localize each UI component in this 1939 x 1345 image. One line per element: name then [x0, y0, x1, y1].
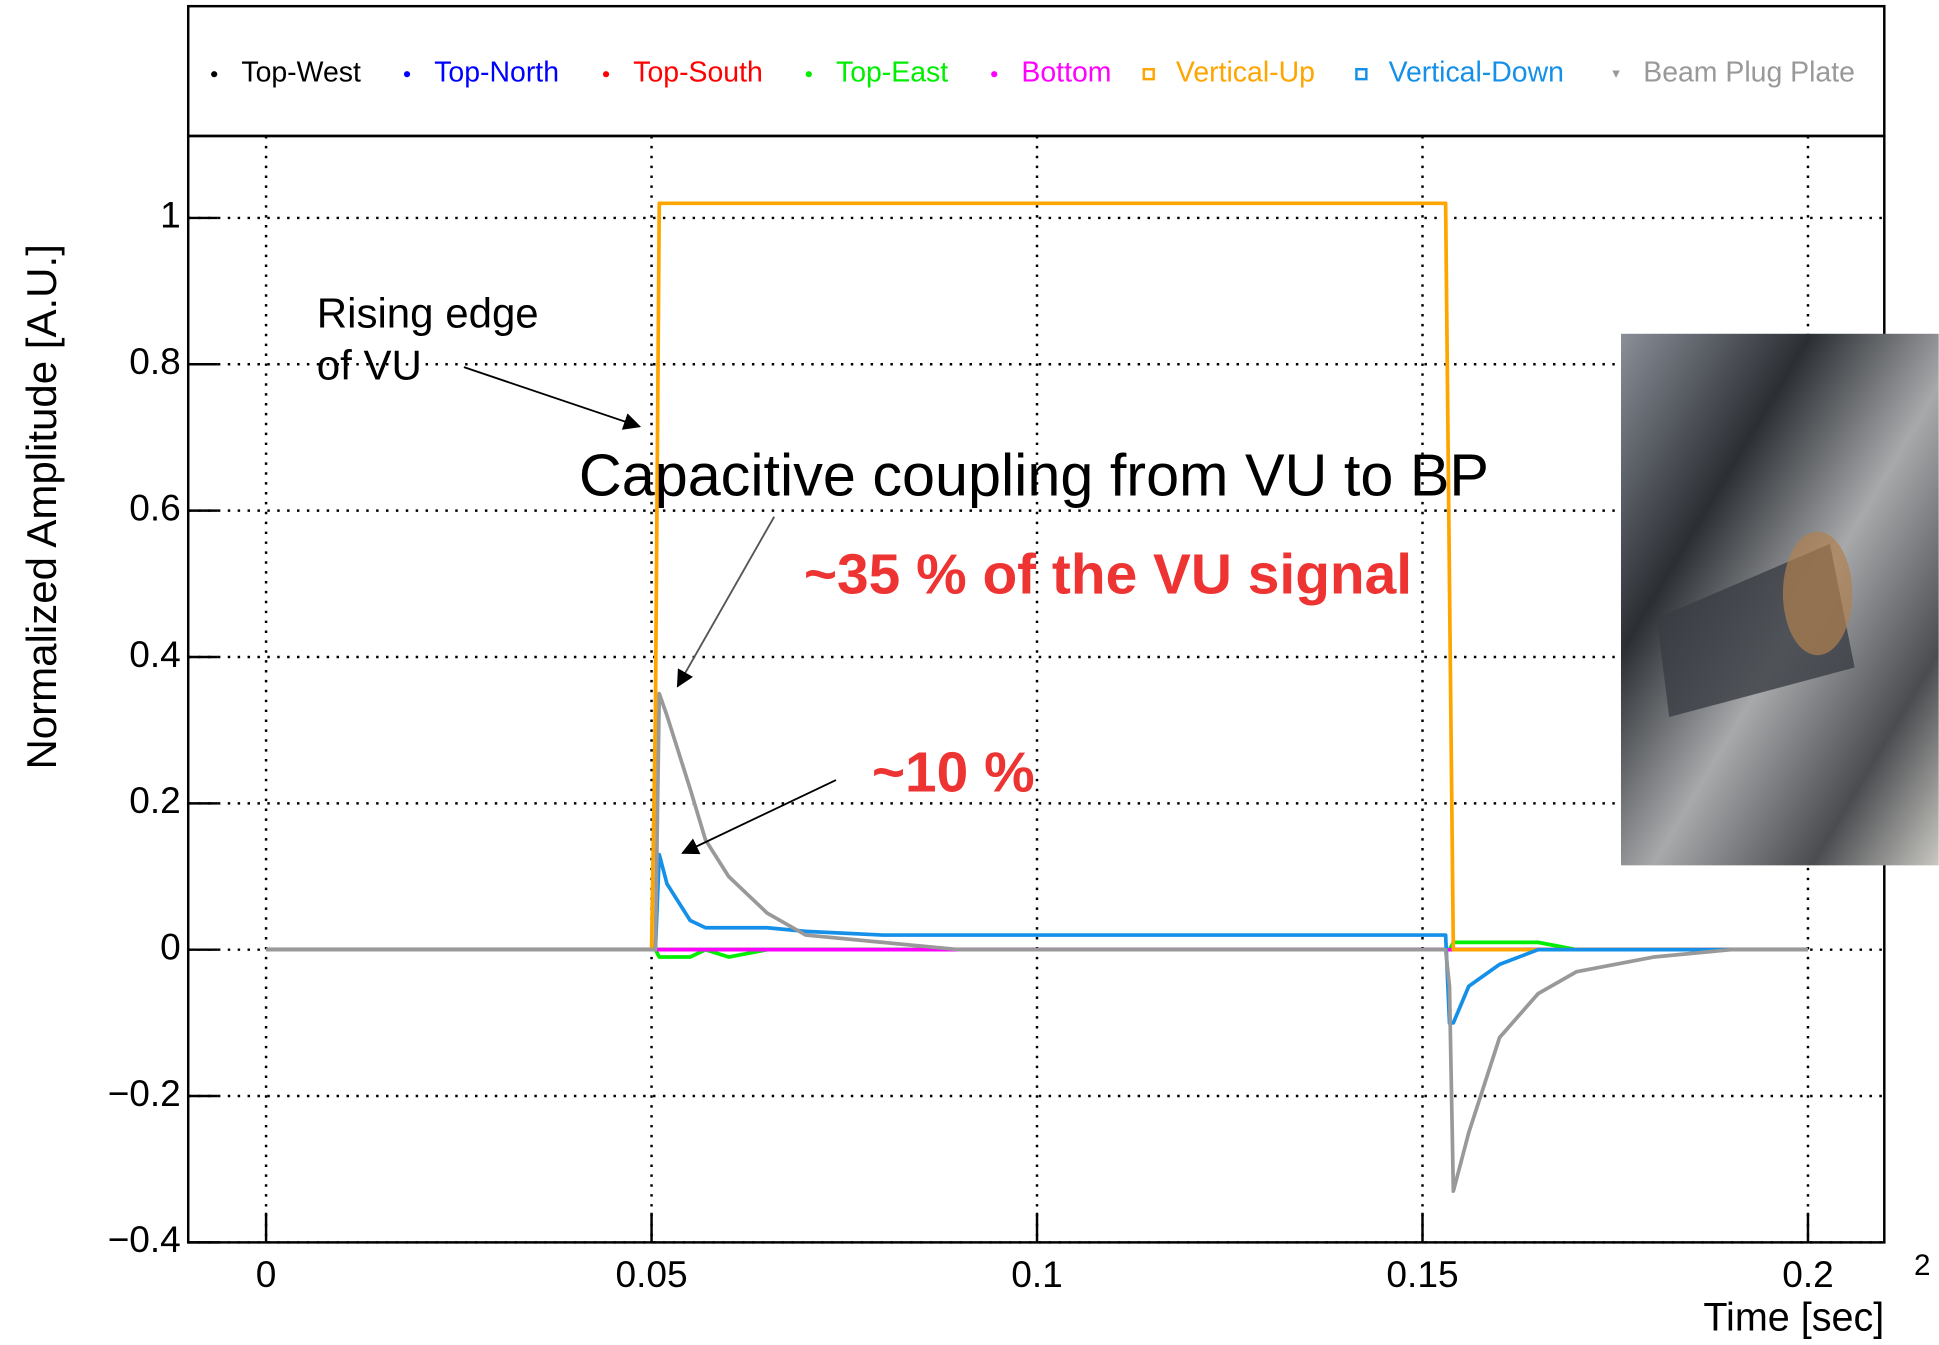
x-tick-label: 0.15 [1386, 1253, 1458, 1295]
series-line [266, 201, 1808, 952]
x-tick-label: 0.05 [615, 1253, 687, 1295]
legend-item: Vertical-Up [1142, 57, 1315, 89]
y-tick-label: 0.4 [129, 633, 181, 675]
x-tick-label: 0.2 [1782, 1253, 1834, 1295]
legend-marker [991, 71, 998, 78]
legend-label: Top-South [633, 57, 763, 89]
legend-marker [1612, 70, 1620, 78]
x-axis-label: Time [sec] [1703, 1296, 1884, 1340]
legend-label: Bottom [1021, 57, 1111, 89]
legend-label: Top-North [434, 57, 559, 89]
legend-marker [1142, 67, 1155, 81]
legend-marker [805, 71, 812, 78]
legend-marker [211, 71, 218, 78]
y-tick-label: 0.2 [129, 779, 181, 821]
legend-item: Top-East [805, 57, 948, 89]
arrow [681, 779, 837, 855]
legend-item: Vertical-Down [1355, 57, 1564, 89]
legend-item: Beam Plug Plate [1612, 57, 1855, 89]
y-tick-label: 1 [160, 194, 181, 236]
y-tick-label: 0.8 [129, 340, 181, 382]
legend-label: Top-East [836, 57, 948, 89]
annotation: Capacitive coupling from VU to BP [579, 441, 1489, 508]
y-tick-label: −0.2 [108, 1072, 181, 1114]
legend-item: Top-North [403, 57, 559, 89]
x-tick-label: 0 [256, 1253, 277, 1295]
legend-label: Vertical-Up [1176, 57, 1315, 89]
legend-label: Beam Plug Plate [1643, 57, 1855, 89]
y-tick-label: 0.6 [129, 486, 181, 528]
arrow [676, 516, 775, 688]
legend-label: Vertical-Down [1389, 57, 1564, 89]
x-tick-label: 0.1 [1011, 1253, 1063, 1295]
y-tick-label: −0.4 [108, 1218, 181, 1260]
legend-item: Top-South [602, 57, 763, 89]
photo [1620, 333, 1939, 866]
lines [266, 201, 1808, 1194]
page-number: 2 [1914, 1249, 1930, 1282]
annotation: Rising edge [317, 290, 539, 337]
legend-marker [1355, 67, 1368, 81]
grid [188, 135, 1885, 1244]
series-line [266, 691, 1808, 1194]
y-tick-label: 0 [160, 925, 181, 967]
legend-marker [403, 71, 411, 78]
arrow [463, 366, 642, 430]
legend-item: Top-West [211, 57, 361, 89]
annotation: ~10 % [872, 741, 1035, 804]
legend-item: Bottom [991, 57, 1111, 89]
annotation: ~35 % of the VU signal [804, 544, 1412, 607]
annotation: of VU [317, 342, 422, 389]
legend-marker [602, 71, 610, 78]
legend-label: Top-West [241, 57, 361, 89]
legend-box [186, 4, 1886, 138]
y-axis-label: Normalized Amplitude [A.U.] [18, 244, 65, 769]
